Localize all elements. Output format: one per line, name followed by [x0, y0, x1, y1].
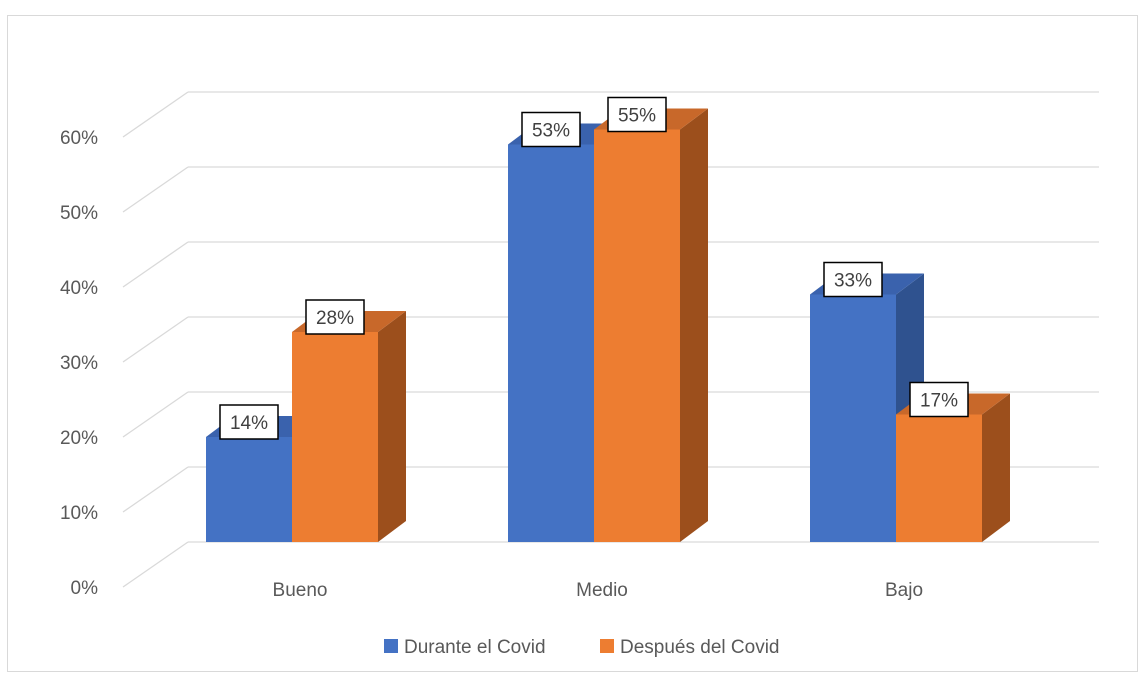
y-tick-label: 0% — [71, 578, 99, 599]
y-tick-label: 30% — [60, 353, 98, 374]
legend-label: Durante el Covid — [404, 637, 546, 658]
bar-front — [206, 437, 292, 542]
data-label-box — [219, 404, 279, 440]
legend-label: Después del Covid — [620, 637, 779, 658]
data-label-box — [823, 261, 883, 298]
data-label: 14% — [219, 404, 279, 440]
gridline-depth — [122, 241, 189, 288]
gridline-depth — [122, 466, 189, 513]
data-label-text: 14% — [230, 413, 268, 434]
data-label-text: 53% — [532, 121, 570, 142]
data-label: 17% — [909, 381, 969, 418]
bar-front — [810, 294, 896, 542]
y-axis-ticks: 0% 10% 20% 30% 40% 50% 60% — [60, 128, 98, 599]
chart-svg: 0%10%20%30%40%50%60% 14%28%53%55%33%17% … — [60, 91, 1099, 658]
legend-swatch — [384, 639, 398, 653]
legend-item: Durante el Covid — [384, 637, 546, 658]
data-label: 33% — [823, 261, 883, 298]
gridline-depth — [122, 316, 189, 363]
gridline-depth — [122, 541, 189, 588]
category-label: Medio — [576, 580, 628, 601]
legend: Durante el Covid Después del Covid — [384, 637, 779, 658]
data-label: 55% — [607, 96, 667, 133]
data-label-text: 28% — [316, 308, 354, 329]
gridline-depth — [122, 91, 189, 138]
category-label: Bueno — [273, 580, 328, 601]
chart-frame: 0% 10% 20% 30% 40% 50% 60% 14% 28% 53% 55% 33% 17% … — [7, 15, 1138, 672]
y-tick-label: 60% — [60, 128, 98, 149]
legend-swatch — [600, 639, 614, 653]
category-label: Bajo — [885, 580, 923, 601]
category-labels: Bueno Medio Bajo — [273, 580, 923, 601]
legend-item: Después del Covid — [600, 637, 779, 658]
data-label-text: 33% — [834, 271, 872, 292]
bar-side — [680, 108, 708, 542]
y-tick-label: 40% — [60, 278, 98, 299]
data-label-box — [521, 111, 581, 148]
data-label-box — [607, 96, 667, 133]
bar-front — [896, 414, 982, 542]
data-labels: 14% 28% 53% 55% 33% 17% — [219, 96, 969, 440]
y-tick-label: 10% — [60, 503, 98, 524]
data-label-box — [305, 299, 365, 335]
data-label-text: 55% — [618, 106, 656, 127]
gridline-depth — [122, 166, 189, 213]
data-label: 53% — [521, 111, 581, 148]
data-label: 28% — [305, 299, 365, 335]
gridline-depth — [122, 391, 189, 438]
y-tick-label: 20% — [60, 428, 98, 449]
bar-front — [594, 129, 680, 542]
data-label-box — [909, 381, 969, 418]
data-label-text: 17% — [920, 391, 958, 412]
bar-side — [982, 393, 1010, 542]
bar-front — [292, 332, 378, 542]
bar-front — [508, 144, 594, 542]
y-tick-label: 50% — [60, 203, 98, 224]
bar-side — [378, 311, 406, 542]
